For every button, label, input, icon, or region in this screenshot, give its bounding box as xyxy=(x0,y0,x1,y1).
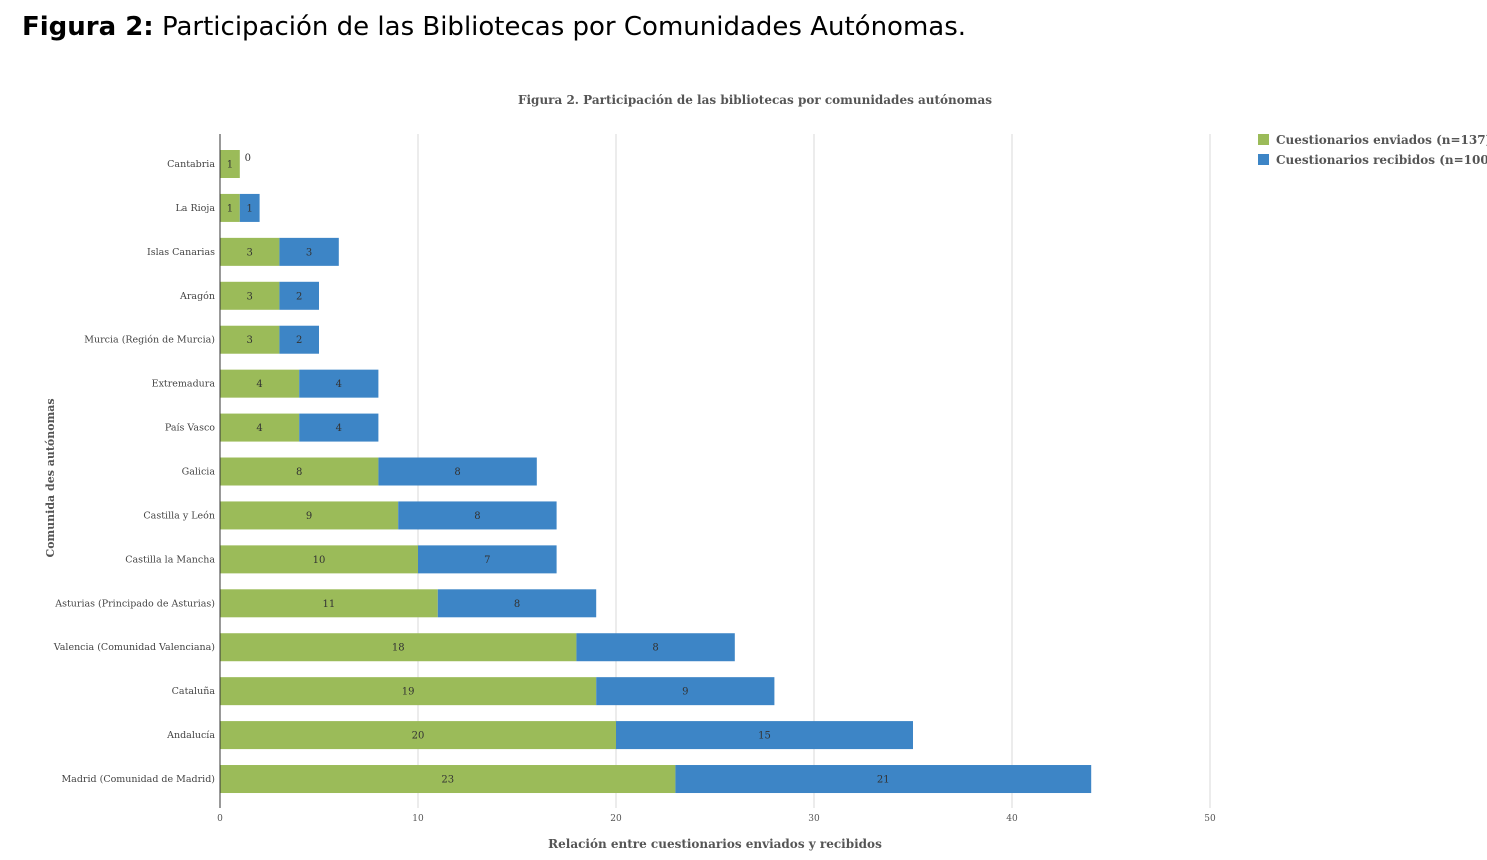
bar-enviados xyxy=(220,237,280,266)
category-label: Cantabria xyxy=(167,159,215,170)
bar-enviados xyxy=(220,369,300,398)
data-label: 3 xyxy=(247,247,253,258)
category-label: Castilla y León xyxy=(143,510,215,521)
data-label: 21 xyxy=(877,775,890,786)
data-label: 4 xyxy=(256,423,262,434)
data-label: 15 xyxy=(758,731,771,742)
data-label: 7 xyxy=(484,555,490,566)
bar-enviados xyxy=(220,589,438,618)
data-label: 18 xyxy=(392,643,405,654)
data-label: 10 xyxy=(313,555,326,566)
bar-enviados xyxy=(220,413,300,442)
chart-title: Figura 2. Participación de las bibliotec… xyxy=(518,93,992,107)
data-label: 20 xyxy=(412,731,425,742)
legend-label: Cuestionarios recibidos (n=100) xyxy=(1276,153,1487,167)
data-label: 3 xyxy=(247,335,253,346)
legend: Cuestionarios enviados (n=137) Cuestionar… xyxy=(1258,133,1487,167)
data-label: 4 xyxy=(256,379,262,390)
x-axis-label: Relación entre cuestionarios enviados y … xyxy=(548,837,882,851)
category-label: Castilla la Mancha xyxy=(125,554,215,565)
category-label: Aragón xyxy=(179,291,215,302)
bar-enviados xyxy=(220,721,616,750)
bar-recibidos xyxy=(299,369,379,398)
bar-recibidos xyxy=(299,413,379,442)
data-label: 8 xyxy=(652,643,658,654)
data-label: 3 xyxy=(306,247,312,258)
x-tick-label: 30 xyxy=(808,814,820,824)
x-tick-label: 20 xyxy=(610,814,622,824)
bar-enviados xyxy=(220,457,379,486)
category-label: Valencia (Comunidad Valenciana) xyxy=(53,642,215,653)
data-label: 1 xyxy=(227,160,233,171)
data-label: 1 xyxy=(247,203,253,214)
legend-swatch xyxy=(1258,154,1269,165)
bar-recibidos xyxy=(576,633,735,662)
bar-enviados xyxy=(220,545,418,574)
data-label: 4 xyxy=(336,379,342,390)
x-tick-label: 10 xyxy=(412,814,424,824)
data-label: 9 xyxy=(306,511,312,522)
x-tick-label: 40 xyxy=(1006,814,1018,824)
bar-recibidos xyxy=(398,501,557,530)
data-label: 1 xyxy=(227,203,233,214)
data-label: 2 xyxy=(296,291,302,302)
bar-recibidos xyxy=(279,325,319,354)
bar-enviados xyxy=(220,765,676,794)
figure-caption: Figura 2: Participación de las Bibliotec… xyxy=(22,12,966,42)
category-label: Andalucía xyxy=(166,730,215,741)
bar-recibidos xyxy=(279,237,339,266)
category-label: Asturias (Principado de Asturias) xyxy=(54,598,215,609)
figure-caption-text: Participación de las Bibliotecas por Com… xyxy=(153,12,967,42)
bar-recibidos xyxy=(437,589,597,618)
data-label: 23 xyxy=(441,775,454,786)
category-label: La Rioja xyxy=(175,203,215,214)
data-label: 8 xyxy=(514,599,520,610)
bar-enviados xyxy=(220,150,240,178)
bar-recibidos xyxy=(596,677,775,706)
x-tick-labels: 0 10 20 30 40 50 xyxy=(217,814,1216,824)
data-label: 19 xyxy=(402,687,415,698)
category-label: Galicia xyxy=(182,467,216,478)
data-label: 4 xyxy=(336,423,342,434)
x-tick-label: 50 xyxy=(1204,814,1216,824)
category-label: País Vasco xyxy=(165,423,215,434)
x-tick-label: 0 xyxy=(217,814,223,824)
bar-recibidos xyxy=(279,281,319,310)
data-label: 8 xyxy=(474,511,480,522)
data-label: 3 xyxy=(247,291,253,302)
bar-recibidos xyxy=(378,457,537,486)
category-labels: Cantabria La Rioja Islas Canarias Aragón Mur… xyxy=(53,159,216,785)
figure-caption-label: Figura 2: xyxy=(22,12,154,42)
bar-enviados xyxy=(220,677,597,706)
bar-enviados xyxy=(220,281,280,310)
data-label: 11 xyxy=(323,599,336,610)
legend-swatch xyxy=(1258,134,1269,145)
bar-recibidos xyxy=(616,721,913,750)
data-label: 9 xyxy=(682,687,688,698)
bar-recibidos xyxy=(675,765,1092,794)
bar-enviados xyxy=(220,633,577,662)
category-label: Cataluña xyxy=(172,686,216,697)
category-label: Murcia (Región de Murcia) xyxy=(84,335,215,346)
data-label: 2 xyxy=(296,335,302,346)
bar-enviados xyxy=(220,193,240,222)
y-axis-label: Comunida des autónomas xyxy=(44,398,57,557)
category-label: Islas Canarias xyxy=(147,247,215,258)
bar-enviados xyxy=(220,325,280,354)
data-label: 0 xyxy=(245,153,251,164)
category-label: Extremadura xyxy=(152,379,216,390)
data-label: 8 xyxy=(454,467,460,478)
bar-recibidos xyxy=(239,193,260,222)
bar-recibidos xyxy=(418,545,557,574)
legend-label: Cuestionarios enviados (n=137) xyxy=(1276,133,1487,147)
data-label: 8 xyxy=(296,467,302,478)
category-label: Madrid (Comunidad de Madrid) xyxy=(61,774,215,785)
bar-enviados xyxy=(220,501,399,530)
